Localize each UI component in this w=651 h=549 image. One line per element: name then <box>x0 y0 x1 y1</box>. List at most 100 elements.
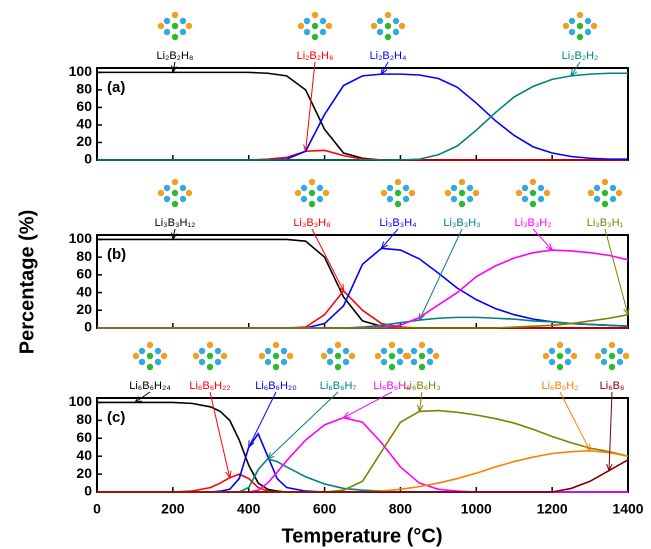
molecule-atom <box>565 348 571 354</box>
molecule-atom <box>326 23 332 29</box>
molecule-atom <box>591 23 597 29</box>
y-tick-label: 20 <box>76 133 92 149</box>
molecule-atom <box>381 348 387 354</box>
series-line <box>97 451 628 492</box>
series-label: Li₃B₃H₈ <box>293 217 330 229</box>
molecule-atom <box>172 23 178 29</box>
molecule-atom <box>538 196 544 202</box>
molecule-atom <box>387 196 393 202</box>
molecule-atom <box>193 353 199 359</box>
molecule-atom <box>577 34 583 40</box>
series-label: Li₃B₃H₁ <box>587 217 624 229</box>
molecule-atom <box>309 201 315 207</box>
molecule-atom <box>385 12 391 18</box>
molecule-atom <box>409 190 415 196</box>
series-label: Li₃B₃H₁₂ <box>155 217 196 229</box>
series-label: Li₂B₂H₂ <box>562 50 599 62</box>
molecule-atom <box>617 348 623 354</box>
series-label: Li₂B₂H₆ <box>297 50 334 62</box>
series-label: Li₆B₆H₇ <box>320 380 357 392</box>
molecule-atom <box>467 196 473 202</box>
label-arrow <box>609 392 612 471</box>
molecule-atom <box>602 201 608 207</box>
molecule-atom <box>180 196 186 202</box>
y-tick-label: 20 <box>76 301 92 317</box>
molecule-atom <box>172 34 178 40</box>
label-arrow <box>381 229 398 248</box>
y-axis-label: Percentage (%) <box>16 210 38 355</box>
molecule-atom <box>433 353 439 359</box>
series-line <box>97 74 628 160</box>
molecule-atom <box>377 29 383 35</box>
molecule-atom <box>295 190 301 196</box>
x-tick-label: 0 <box>93 501 101 517</box>
molecule-atom <box>405 353 411 359</box>
x-tick-label: 600 <box>313 501 337 517</box>
series-label: Li₃B₃H₃ <box>443 217 480 229</box>
molecule-atom <box>601 359 607 365</box>
molecule-atom <box>172 179 178 185</box>
molecule-atom <box>588 190 594 196</box>
molecule-atom <box>309 179 315 185</box>
molecule-atom <box>304 29 310 35</box>
plot-frame <box>97 235 628 328</box>
molecule-atom <box>265 359 271 365</box>
molecule-atom <box>569 29 575 35</box>
molecule-atom <box>343 359 349 365</box>
y-tick-label: 100 <box>69 393 93 409</box>
y-tick-label: 100 <box>69 63 93 79</box>
molecule-atom <box>207 353 213 359</box>
molecule-atom <box>577 23 583 29</box>
molecule-atom <box>403 185 409 191</box>
molecule-atom <box>155 359 161 365</box>
molecule-atom <box>343 348 349 354</box>
molecule-atom <box>609 364 615 370</box>
molecule-atom <box>530 201 536 207</box>
molecule-atom <box>459 179 465 185</box>
molecule-atom <box>544 190 550 196</box>
molecule-atom <box>565 359 571 365</box>
molecule-atom <box>610 185 616 191</box>
molecule-atom <box>395 190 401 196</box>
molecule-atom <box>395 201 401 207</box>
molecule-atom <box>133 353 139 359</box>
molecule-atom <box>180 185 186 191</box>
molecule-atom <box>557 364 563 370</box>
molecule-atom <box>320 29 326 35</box>
label-arrow <box>560 392 590 451</box>
molecule-atom <box>281 359 287 365</box>
molecule-atom <box>273 364 279 370</box>
molecule-atom <box>617 359 623 365</box>
y-tick-label: 0 <box>84 151 92 167</box>
molecule-atom <box>323 190 329 196</box>
molecule-atom <box>427 348 433 354</box>
molecule-atom <box>186 23 192 29</box>
molecule-atom <box>180 18 186 24</box>
label-arrow <box>312 229 344 291</box>
molecule-atom <box>172 201 178 207</box>
x-tick-label: 1400 <box>612 501 643 517</box>
molecule-atom <box>221 353 227 359</box>
molecule-atom <box>164 196 170 202</box>
molecule-atom <box>543 353 549 359</box>
molecule-atom <box>180 29 186 35</box>
molecule-atom <box>321 353 327 359</box>
molecule-atom <box>594 185 600 191</box>
molecule-atom <box>172 190 178 196</box>
molecule-atom <box>312 34 318 40</box>
series-label: Li₆B₆H₂₀ <box>255 380 297 392</box>
molecule-atom <box>395 179 401 185</box>
label-arrow <box>268 392 338 459</box>
molecule-atom <box>164 18 170 24</box>
x-tick-label: 200 <box>161 501 185 517</box>
molecule-atom <box>451 196 457 202</box>
molecule-atom <box>207 364 213 370</box>
molecule-atom <box>304 18 310 24</box>
molecule-atom <box>312 12 318 18</box>
panel-title: (b) <box>107 246 126 263</box>
y-tick-label: 80 <box>76 248 92 264</box>
molecule-atom <box>393 18 399 24</box>
molecule-atom <box>609 342 615 348</box>
molecule-atom <box>320 18 326 24</box>
molecule-atom <box>610 196 616 202</box>
